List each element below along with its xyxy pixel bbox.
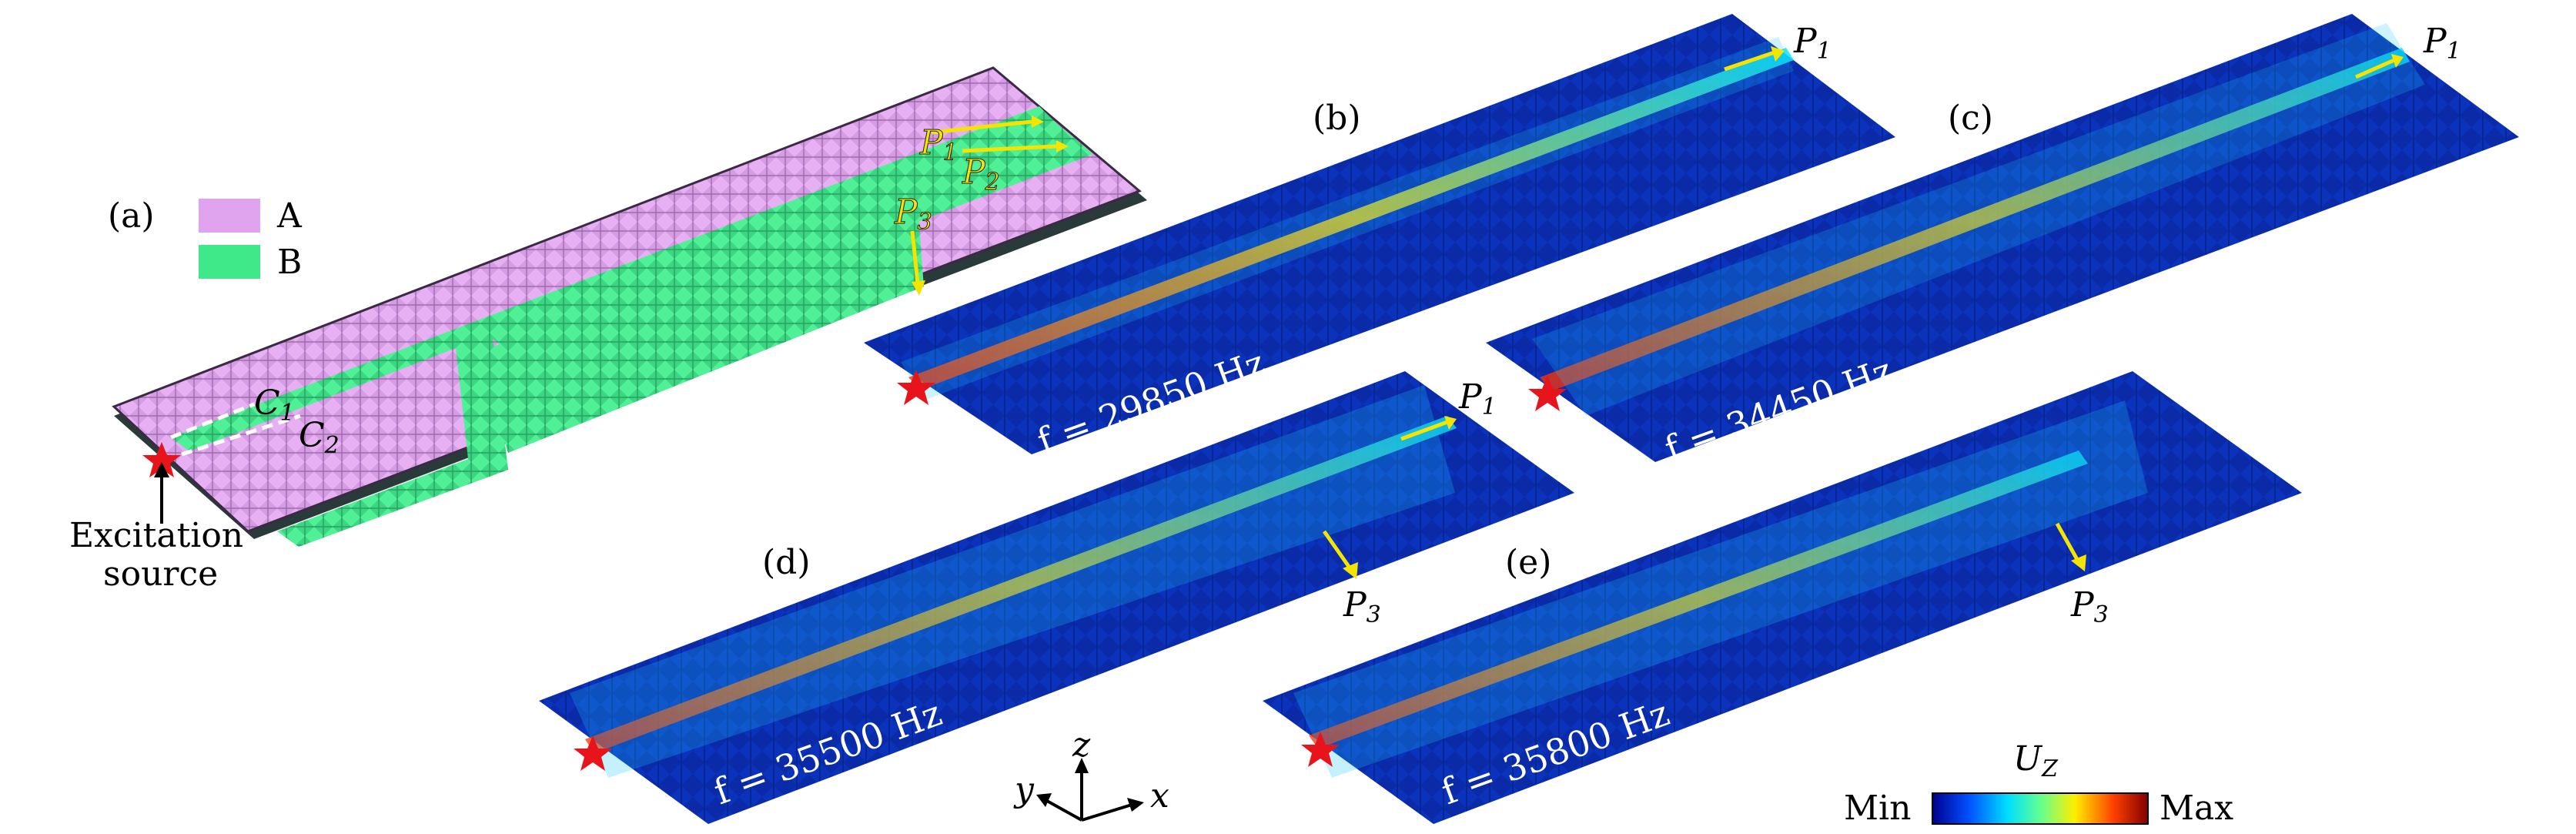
panel-e-label: (e) bbox=[1505, 543, 1551, 582]
panel-d-port-p3-arrow-head bbox=[1343, 562, 1358, 579]
panel-d-port-p3-arrow bbox=[1322, 530, 1353, 571]
panel-c-beam bbox=[1540, 48, 2410, 391]
port-arrow-p1 bbox=[931, 119, 1032, 135]
y-axis-head bbox=[1036, 793, 1052, 807]
panel-b-star bbox=[897, 370, 935, 405]
panel-e-star bbox=[1301, 732, 1340, 767]
channel-c1-line bbox=[170, 402, 255, 440]
panel-d-label: (d) bbox=[762, 543, 811, 582]
port-arrow-p1-head bbox=[1032, 116, 1044, 128]
panel-e-port-arrow bbox=[2055, 522, 2081, 564]
port-label-p3: P3 bbox=[894, 193, 932, 236]
panel-c-port-arrow-head bbox=[2391, 54, 2404, 68]
port-arrow-p2-head bbox=[1056, 140, 1069, 152]
excitation-label-line2: source bbox=[103, 554, 218, 594]
panel-e-port-label: P3 bbox=[2070, 585, 2109, 628]
panel-c: (c) P1 f = 34450 Hz bbox=[1486, 14, 2519, 470]
colorbar-gradient bbox=[1932, 792, 2149, 825]
lattice-region-b-lower bbox=[477, 186, 924, 453]
panel-d-field bbox=[539, 371, 1574, 824]
panel-b-field bbox=[864, 14, 1895, 454]
panel-d-star bbox=[574, 735, 612, 771]
colorbar: UZ Min Max bbox=[1844, 739, 2233, 828]
y-axis-line bbox=[1046, 799, 1082, 822]
x-axis-label: x bbox=[1150, 776, 1169, 816]
panel-d-beam-glow bbox=[570, 385, 1455, 778]
panel-b-port-arrow-head bbox=[1771, 46, 1785, 62]
legend-swatch-b bbox=[199, 245, 260, 279]
excitation-star bbox=[142, 442, 181, 477]
channel-c1-label: C1 bbox=[254, 384, 295, 427]
panel-d-beam bbox=[585, 416, 1457, 753]
port-arrow-p3 bbox=[910, 230, 920, 284]
x-axis-head bbox=[1127, 798, 1144, 812]
panel-d-port-p1-label: P1 bbox=[1458, 377, 1497, 420]
colorbar-title: UZ bbox=[2013, 739, 2059, 782]
panel-d-port-p3-label: P3 bbox=[1343, 585, 1381, 628]
axes-triad: z y x bbox=[1013, 725, 1169, 822]
panel-d-port-p1-arrow-head bbox=[1444, 416, 1457, 430]
excitation-arrow-head bbox=[154, 462, 169, 477]
channel-c2-label: C2 bbox=[299, 416, 340, 459]
lattice-structure bbox=[112, 66, 1147, 547]
legend-swatch-a bbox=[199, 199, 260, 233]
panel-c-field bbox=[1486, 14, 2519, 462]
port-label-p2: P2 bbox=[962, 152, 1000, 196]
colorbar-min-label: Min bbox=[1844, 789, 1911, 828]
y-axis-label: y bbox=[1013, 770, 1035, 809]
panel-e-port-arrow-head bbox=[2071, 554, 2086, 571]
channel-c2-line bbox=[181, 414, 301, 457]
z-axis-head bbox=[1075, 758, 1089, 773]
panel-b-label: (b) bbox=[1313, 99, 1361, 138]
panel-a: (a) A B C1 C2 bbox=[69, 66, 1147, 594]
panel-a-label: (a) bbox=[108, 196, 155, 236]
panel-e-beam-glow bbox=[1293, 400, 2148, 778]
panel-c-beam-glow bbox=[1532, 23, 2425, 416]
legend-label-a: A bbox=[276, 196, 303, 236]
panel-b-beam-glow bbox=[901, 37, 1794, 400]
port-label-p1: P1 bbox=[919, 123, 958, 166]
panel-d: (d) P1 P3 f = 35500 Hz bbox=[539, 371, 1574, 824]
panel-e-beam bbox=[1309, 450, 2088, 749]
legend-label-b: B bbox=[277, 243, 302, 282]
port-arrow-p2 bbox=[962, 144, 1057, 153]
panel-b-beam bbox=[908, 48, 1794, 390]
panel-b-port-label: P1 bbox=[1793, 22, 1832, 65]
excitation-label-line1: Excitation bbox=[69, 516, 243, 555]
panel-d-port-p1-arrow bbox=[1400, 420, 1448, 441]
panel-b-port-arrow bbox=[1724, 50, 1775, 72]
panel-b: (b) P1 f = 29850 Hz bbox=[864, 14, 1895, 462]
panel-c-star bbox=[1528, 376, 1567, 411]
panel-e-field bbox=[1263, 371, 2302, 824]
panel-c-port-arrow bbox=[2354, 58, 2396, 79]
colorbar-max-label: Max bbox=[2159, 789, 2233, 828]
x-axis-line bbox=[1081, 803, 1132, 822]
z-axis-label: z bbox=[1072, 725, 1091, 765]
legend: A B bbox=[199, 196, 303, 282]
panel-c-port-label: P1 bbox=[2423, 22, 2461, 65]
panel-c-label: (c) bbox=[1948, 99, 1993, 138]
port-arrow-p3-head bbox=[912, 280, 925, 296]
